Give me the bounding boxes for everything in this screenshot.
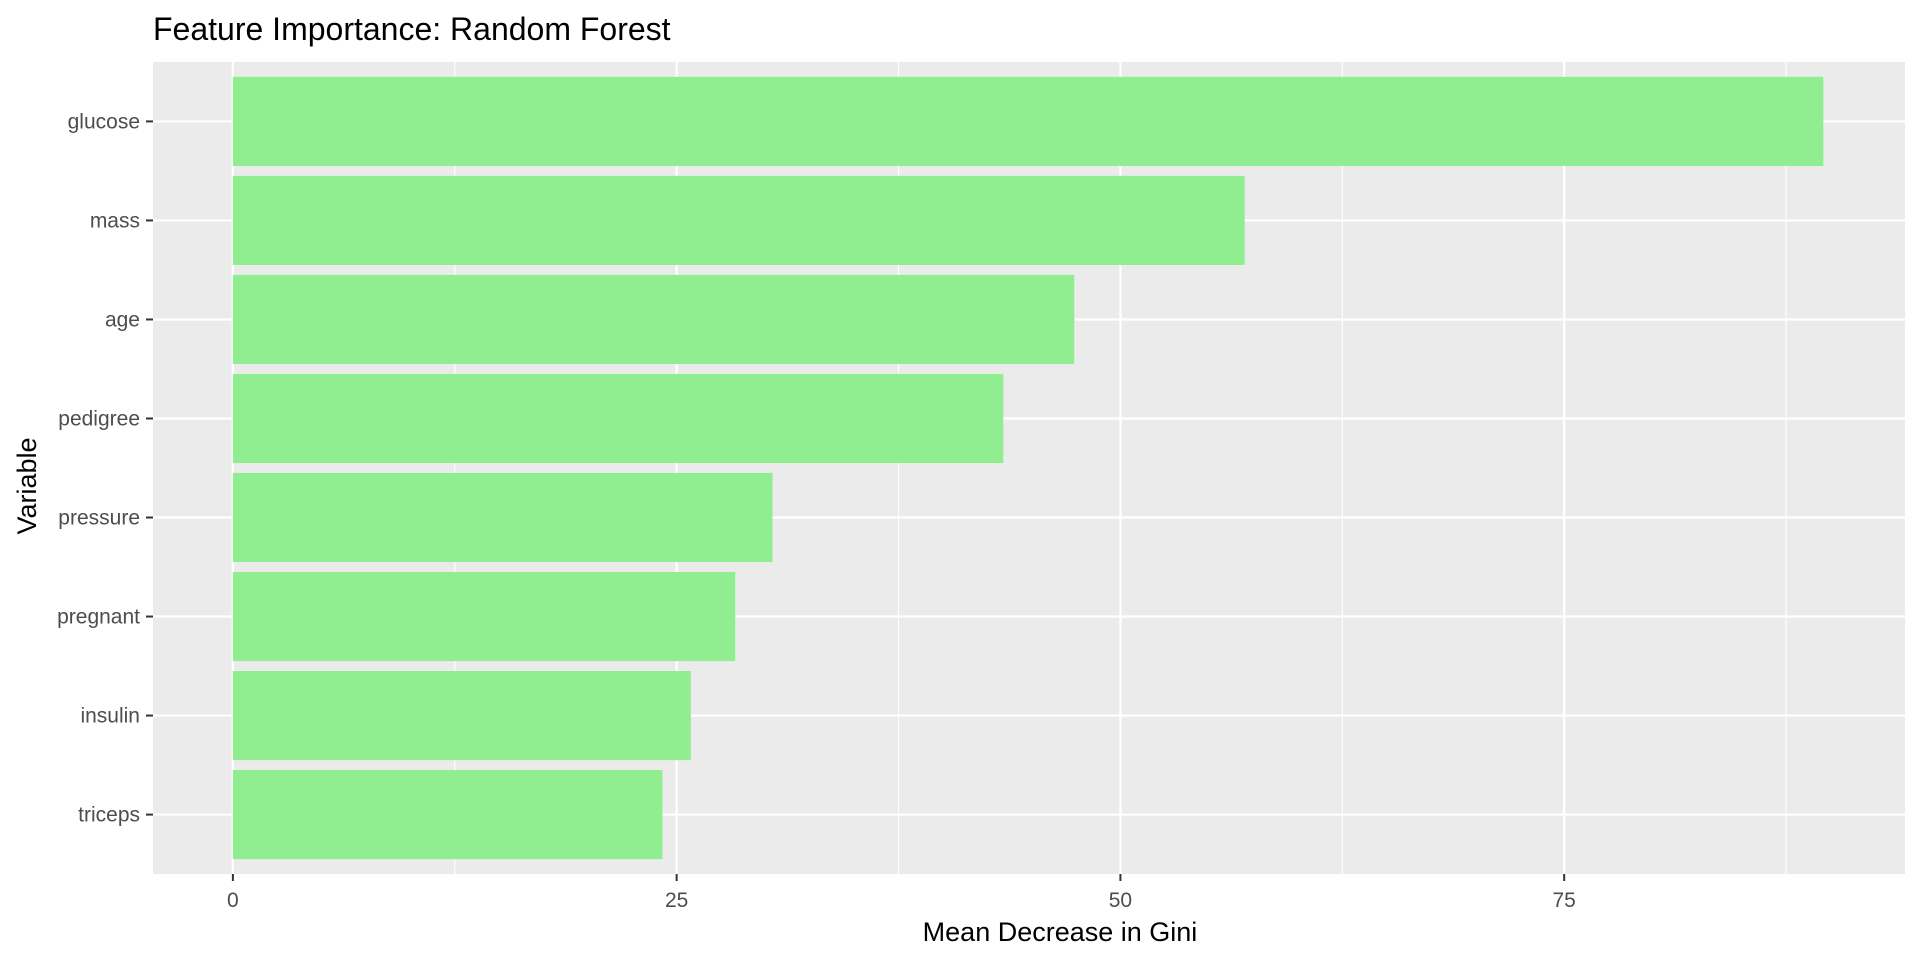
bar-pedigree — [232, 373, 1004, 464]
y-tick-label: pressure — [58, 507, 140, 530]
chart-title: Feature Importance: Random Forest — [153, 11, 671, 47]
y-tick-label: triceps — [78, 804, 140, 827]
bar-glucose — [232, 76, 1824, 166]
bar-mass — [232, 175, 1245, 265]
y-tick-label: age — [105, 308, 140, 331]
y-axis-title: Variable — [12, 437, 42, 534]
x-tick-label: 25 — [665, 889, 688, 912]
y-tick-label: pregnant — [57, 606, 140, 629]
x-tick-label: 50 — [1109, 889, 1132, 912]
bar-age — [232, 274, 1075, 365]
y-tick-label: pedigree — [58, 407, 140, 430]
x-tick-label: 0 — [227, 889, 239, 912]
y-tick-label: mass — [90, 209, 140, 232]
x-axis-title: Mean Decrease in Gini — [923, 917, 1198, 947]
bar-pressure — [232, 472, 773, 563]
bar-insulin — [232, 671, 691, 761]
y-tick-label: insulin — [80, 705, 140, 728]
y-tick-label: glucose — [68, 110, 140, 133]
bar-triceps — [232, 770, 663, 860]
x-tick-label: 75 — [1553, 889, 1576, 912]
bar-pregnant — [232, 571, 736, 662]
